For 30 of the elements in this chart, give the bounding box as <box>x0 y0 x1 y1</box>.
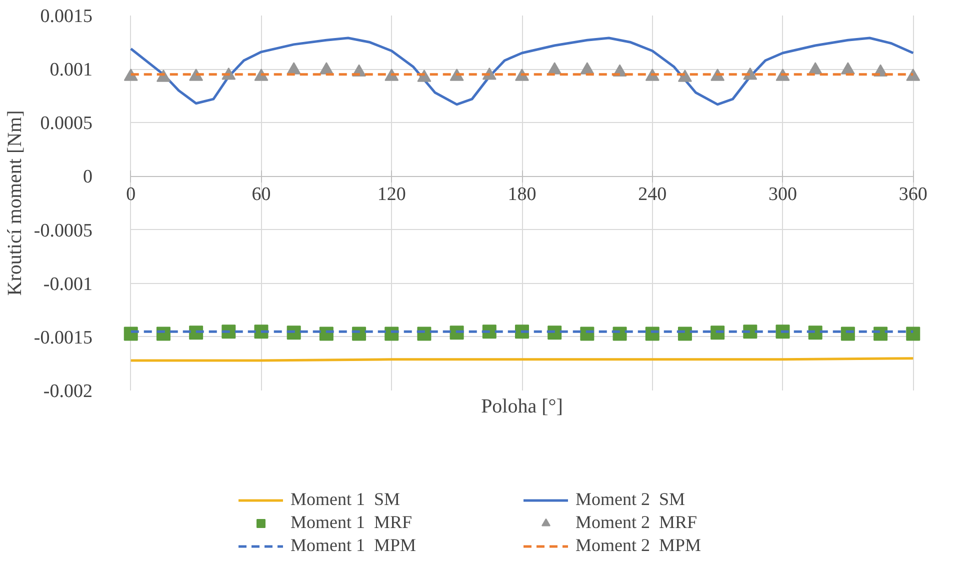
point <box>124 326 138 341</box>
y-tick-label: 0.0005 <box>40 113 92 134</box>
x-tick-label: 360 <box>898 184 928 206</box>
legend-label: Moment 2 MPM <box>576 535 702 556</box>
point <box>678 70 692 82</box>
x-tick-label: 180 <box>508 184 536 206</box>
point <box>906 68 920 81</box>
legend-label: Moment 1 MPM <box>290 535 418 556</box>
y-tick-label: -0.0015 <box>34 327 92 348</box>
line-series <box>130 36 914 106</box>
y-axis-title: Krouticí moment [Nm] <box>4 110 26 296</box>
y-tick-label: 0.0015 <box>40 6 92 27</box>
x-tick-label: 300 <box>768 184 797 206</box>
y-tick-label: -0.001 <box>43 274 92 295</box>
x-axis-title: Poloha [°] <box>481 396 563 418</box>
legend-label: Moment 1 MRF <box>290 512 414 533</box>
y-tick-label: 0 <box>83 166 92 188</box>
y-tick-label: 0.001 <box>50 60 92 81</box>
legend-label: Moment 2 MRF <box>576 512 698 533</box>
y-tick-label: -0.002 <box>43 381 92 402</box>
x-tick-label: 60 <box>252 184 271 206</box>
point <box>124 68 138 81</box>
point <box>189 68 204 81</box>
x-tick-label: 240 <box>638 184 667 206</box>
x-tick-label: 120 <box>377 184 406 206</box>
y-tick-label: -0.0005 <box>34 220 92 242</box>
legend-label: Moment 1 SM <box>290 489 402 510</box>
point <box>906 326 920 341</box>
x-tick-label: 0 <box>126 184 136 206</box>
legend-label: Moment 2 SM <box>576 489 686 510</box>
